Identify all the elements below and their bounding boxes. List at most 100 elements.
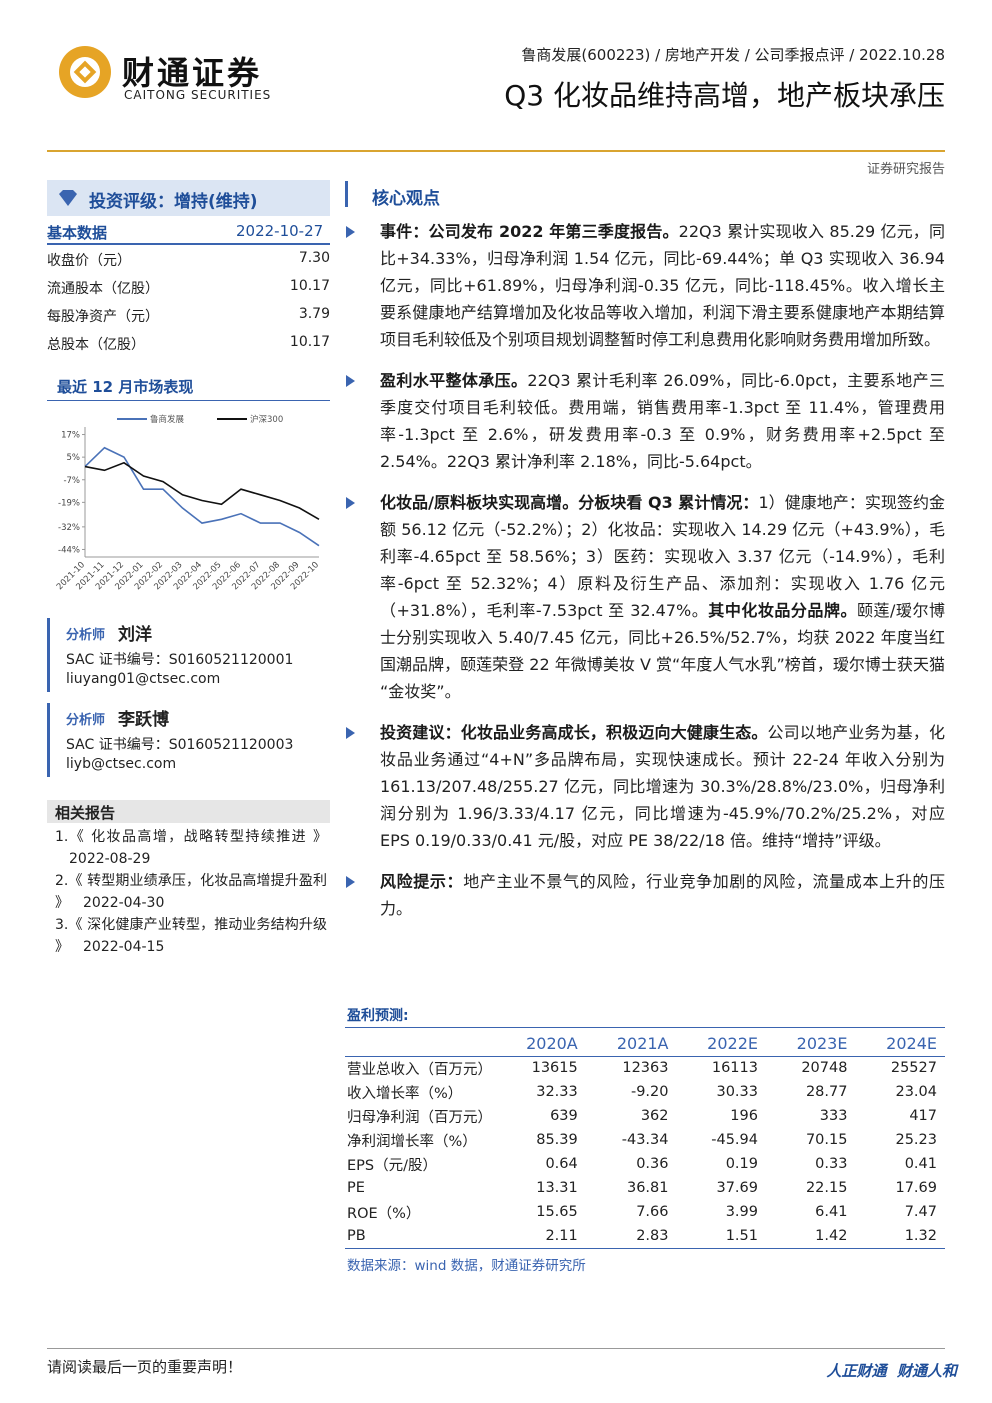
table-cell: 13615 bbox=[531, 1060, 578, 1077]
table-cell: 32.33 bbox=[536, 1084, 578, 1100]
related-text: 3.《 深化健康产业转型，推动业务结构升级 》 bbox=[55, 917, 327, 955]
logo-en: CAITONG SECURITIES bbox=[124, 88, 272, 102]
table-cell: 营业总收入（百万元） bbox=[347, 1061, 492, 1078]
table-cell: 0.19 bbox=[725, 1156, 758, 1172]
related-date: 2022-04-30 bbox=[83, 895, 165, 911]
report-title: Q3 化妆品维持高增，地产板块承压 bbox=[504, 79, 945, 112]
y-tick-label: -44% bbox=[58, 545, 80, 555]
breadcrumb: 鲁商发展(600223) / 房地产开发 / 公司季报点评 / 2022.10.… bbox=[521, 46, 945, 64]
footer-slogan: 人正财通 财通人和 bbox=[826, 1362, 957, 1380]
table-cell: 收入增长率（%） bbox=[347, 1085, 463, 1102]
table-row: PE 13.31 36.81 37.69 22.15 17.69 bbox=[345, 1176, 945, 1200]
related-date: 2022-04-15 bbox=[83, 939, 165, 955]
table-cell: 1.32 bbox=[904, 1227, 937, 1244]
table-cell: 0.33 bbox=[815, 1156, 848, 1172]
basic-table: 收盘价（元） 7.30 流通股本（亿股） 10.17 每股净资产（元） 3.79 总股本（亿… bbox=[47, 250, 330, 360]
table-cell: 30.33 bbox=[716, 1084, 758, 1100]
footer-notice: 请阅读最后一页的重要声明！ bbox=[47, 1358, 243, 1376]
header-cell: 2024E bbox=[886, 1034, 937, 1054]
table-cell: 28.77 bbox=[805, 1084, 848, 1100]
table-cell: 0.41 bbox=[904, 1156, 937, 1172]
analyst-role: 分析师 bbox=[66, 628, 106, 643]
basic-label: 每股净资产（元） bbox=[47, 309, 159, 325]
table-cell: 16113 bbox=[711, 1060, 758, 1077]
related-text: 1.《 化妆品高增，战略转型持续推进 》 bbox=[55, 829, 327, 845]
table-row: ROE（%） 15.65 7.66 3.99 6.41 7.47 bbox=[345, 1200, 945, 1224]
table-cell: 22.15 bbox=[805, 1180, 848, 1196]
paragraph: 事件：公司发布 2022 年第三季度报告。22Q3 累计实现收入 85.29 亿… bbox=[346, 218, 945, 353]
table-row: 收入增长率（%） 32.33 -9.20 30.33 28.77 23.04 bbox=[345, 1080, 945, 1104]
analyst-name: 刘洋 bbox=[118, 625, 152, 645]
legend-label: 沪深300 bbox=[250, 414, 283, 425]
table-header: 2020A 2021A 2022E 2023E 2024E bbox=[345, 1032, 945, 1056]
table-cell: 17.69 bbox=[895, 1180, 937, 1196]
rating-box: 投资评级：增持(维持) bbox=[47, 180, 330, 216]
basic-label: 流通股本（亿股） bbox=[47, 281, 159, 297]
rule bbox=[47, 243, 330, 245]
table-cell: 1.42 bbox=[815, 1227, 848, 1244]
table-cell: 6.41 bbox=[815, 1204, 848, 1220]
related-list: 1.《 化妆品高增，战略转型持续推进 》 2022-08-29 2.《 转型期业绩承… bbox=[55, 826, 327, 958]
table-cell: -45.94 bbox=[711, 1132, 758, 1148]
legend-label: 鲁商发展 bbox=[150, 414, 185, 425]
table-cell: 70.15 bbox=[805, 1132, 848, 1148]
analyst-sac: SAC 证书编号：S0160521120001 bbox=[66, 652, 294, 668]
report-tag: 证券研究报告 bbox=[866, 162, 945, 177]
table-cell: 36.81 bbox=[626, 1180, 669, 1196]
table-cell: 417 bbox=[909, 1108, 937, 1124]
related-item: 2.《 转型期业绩承压，化妆品高增提升盈利 》 2022-04-30 bbox=[55, 870, 327, 914]
table-cell: 13.31 bbox=[536, 1180, 578, 1196]
analyst-role: 分析师 bbox=[66, 713, 106, 728]
table-row: PB 2.11 2.83 1.51 1.42 1.32 bbox=[345, 1224, 945, 1248]
paragraph-text: 地产主业不景气的风险，行业竞争加剧的风险，流量成本上升的压力。 bbox=[380, 872, 945, 918]
header-cell: 2023E bbox=[796, 1034, 848, 1054]
series-line bbox=[84, 446, 320, 547]
table-cell: 25.23 bbox=[895, 1132, 937, 1148]
rating: 投资评级：增持(维持) bbox=[89, 192, 258, 212]
table-row: 归母净利润（百万元） 639 362 196 333 417 bbox=[345, 1104, 945, 1128]
y-tick-label: 17% bbox=[61, 431, 80, 441]
table-cell: 196 bbox=[730, 1108, 758, 1124]
paragraph-lead: 化妆品/原料板块实现高增。分板块看 Q3 累计情况： bbox=[380, 493, 759, 512]
table-cell: 3.99 bbox=[725, 1204, 758, 1220]
table-cell: PB bbox=[347, 1227, 366, 1244]
paragraph-lead: 投资建议：化妆品业务高成长，积极迈向大健康生态。 bbox=[380, 723, 768, 742]
table-cell: 7.47 bbox=[904, 1204, 937, 1220]
table-cell: 15.65 bbox=[536, 1204, 578, 1220]
rule bbox=[47, 400, 330, 401]
section-bar bbox=[345, 181, 348, 207]
paragraph-text: 22Q3 累计实现收入 85.29 亿元，同比+34.33%，归母净利润 1.5… bbox=[380, 222, 945, 349]
y-tick-label: -19% bbox=[58, 498, 80, 508]
table-cell: 净利润增长率（%） bbox=[347, 1133, 477, 1150]
table-cell: 归母净利润（百万元） bbox=[347, 1109, 492, 1126]
paragraph: 盈利水平整体承压。22Q3 累计毛利率 26.09%，同比-6.0pct，主要系… bbox=[346, 367, 945, 475]
basic-label: 收盘价（元） bbox=[47, 253, 131, 269]
section-title: 核心观点 bbox=[372, 189, 440, 209]
paragraph-text: 22Q3 累计毛利率 26.09%，同比-6.0pct，主要系地产三季度交付项目… bbox=[380, 371, 945, 471]
logo-icon bbox=[59, 46, 111, 98]
paragraphs: 事件：公司发布 2022 年第三季度报告。22Q3 累计实现收入 85.29 亿… bbox=[346, 218, 945, 936]
series-line bbox=[84, 461, 320, 521]
related-title: 相关报告 bbox=[55, 804, 116, 822]
basic-title: 基本数据 bbox=[47, 224, 108, 242]
header-cell: 2020A bbox=[526, 1034, 578, 1054]
y-tick-label: -7% bbox=[63, 476, 80, 486]
basic-value: 10.17 bbox=[289, 278, 330, 294]
basic-value: 7.30 bbox=[298, 250, 330, 266]
paragraph-lead: 事件：公司发布 2022 年第三季度报告。 bbox=[380, 222, 679, 241]
paragraph-lead: 盈利水平整体承压。 bbox=[380, 371, 528, 390]
paragraph-lead: 风险提示： bbox=[380, 872, 464, 891]
related-header: 相关报告 bbox=[47, 800, 330, 823]
analyst-email: liuyang01@ctsec.com bbox=[66, 671, 221, 687]
header-rule bbox=[47, 150, 945, 152]
table-cell: 0.36 bbox=[636, 1156, 669, 1172]
rating-icon bbox=[59, 190, 77, 206]
table-cell: 333 bbox=[819, 1108, 848, 1124]
table-cell: 23.04 bbox=[895, 1084, 937, 1100]
table-cell: 37.69 bbox=[716, 1180, 758, 1196]
table-cell: PE bbox=[347, 1180, 365, 1196]
header-cell: 2022E bbox=[707, 1034, 758, 1054]
table-cell: 20748 bbox=[801, 1060, 848, 1077]
table-cell: 0.64 bbox=[545, 1156, 578, 1172]
header-cell: 2021A bbox=[616, 1034, 669, 1054]
